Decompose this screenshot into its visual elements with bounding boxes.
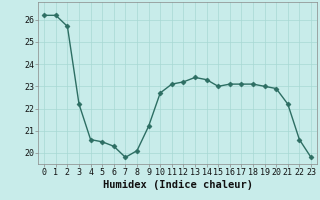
X-axis label: Humidex (Indice chaleur): Humidex (Indice chaleur) <box>103 180 252 190</box>
